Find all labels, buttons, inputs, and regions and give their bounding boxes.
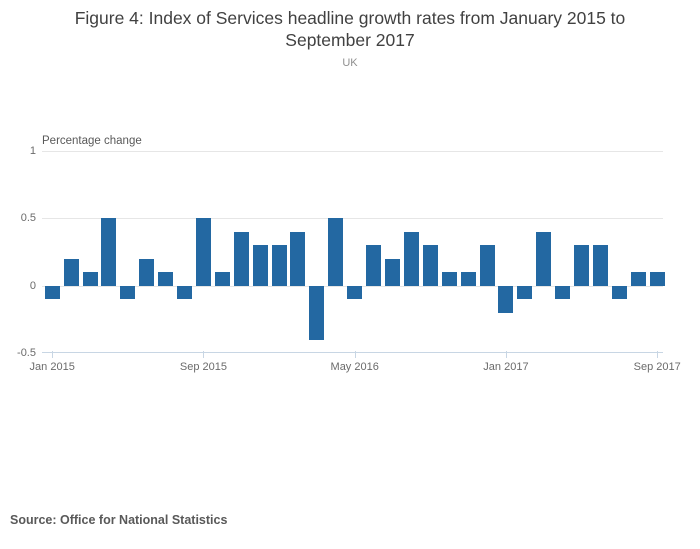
x-tick-label: Sep 2017	[633, 361, 681, 373]
plot-area	[42, 151, 665, 358]
gridline	[42, 218, 663, 220]
bar-apr-2015[interactable]	[101, 218, 117, 286]
source-text: Source: Office for National Statistics	[10, 513, 228, 527]
bar-jan-2016[interactable]	[271, 245, 287, 286]
bar-feb-2017[interactable]	[517, 285, 533, 300]
bar-jul-2017[interactable]	[611, 285, 627, 300]
bar-mar-2016[interactable]	[309, 285, 325, 340]
y-tick-label: 0	[29, 279, 36, 292]
bar-mar-2017[interactable]	[536, 231, 552, 286]
gridline	[42, 151, 663, 152]
x-axis-tick	[203, 351, 205, 358]
x-tick-label: Sep 2015	[179, 361, 227, 373]
bar-mar-2015[interactable]	[82, 272, 98, 286]
y-axis-title: Percentage change	[42, 135, 142, 147]
x-axis-tick	[52, 351, 54, 358]
bar-jan-2015[interactable]	[44, 285, 60, 300]
x-tick-label: Jan 2015	[29, 361, 75, 373]
bar-aug-2016[interactable]	[403, 231, 419, 286]
bar-feb-2016[interactable]	[290, 231, 306, 286]
x-axis-tick	[657, 351, 659, 358]
chart-title: Figure 4: Index of Services headline gro…	[74, 8, 626, 50]
bar-dec-2015[interactable]	[252, 245, 268, 286]
bar-oct-2015[interactable]	[214, 272, 230, 286]
bar-sep-2017[interactable]	[649, 272, 665, 286]
bar-jul-2016[interactable]	[385, 258, 400, 286]
x-axis-tick	[505, 351, 507, 358]
bar-jun-2017[interactable]	[592, 245, 608, 286]
bar-oct-2016[interactable]	[441, 272, 457, 286]
bar-may-2017[interactable]	[574, 245, 590, 286]
bar-sep-2015[interactable]	[195, 218, 211, 286]
chart-subtitle: UK	[342, 57, 358, 69]
bar-nov-2015[interactable]	[233, 231, 249, 286]
y-tick-label: 0.5	[20, 212, 36, 225]
bar-apr-2017[interactable]	[555, 285, 571, 300]
x-axis-tick	[354, 351, 356, 358]
bar-nov-2016[interactable]	[460, 272, 476, 286]
bar-may-2015[interactable]	[120, 285, 136, 300]
y-tick-label: 1	[29, 145, 36, 157]
bar-dec-2016[interactable]	[479, 245, 495, 286]
bar-sep-2016[interactable]	[422, 245, 438, 286]
bar-apr-2016[interactable]	[328, 218, 344, 286]
bar-aug-2015[interactable]	[177, 285, 193, 300]
bar-jul-2015[interactable]	[158, 272, 174, 286]
y-tick-label: -0.5	[17, 347, 36, 359]
bar-jan-2017[interactable]	[498, 285, 514, 313]
bar-feb-2015[interactable]	[63, 258, 79, 286]
x-tick-label: May 2016	[330, 361, 379, 373]
x-tick-label: Jan 2017	[483, 361, 529, 373]
bar-may-2016[interactable]	[347, 285, 363, 300]
bar-jun-2016[interactable]	[366, 245, 382, 286]
bar-jun-2015[interactable]	[139, 258, 155, 286]
bar-aug-2017[interactable]	[630, 272, 646, 286]
